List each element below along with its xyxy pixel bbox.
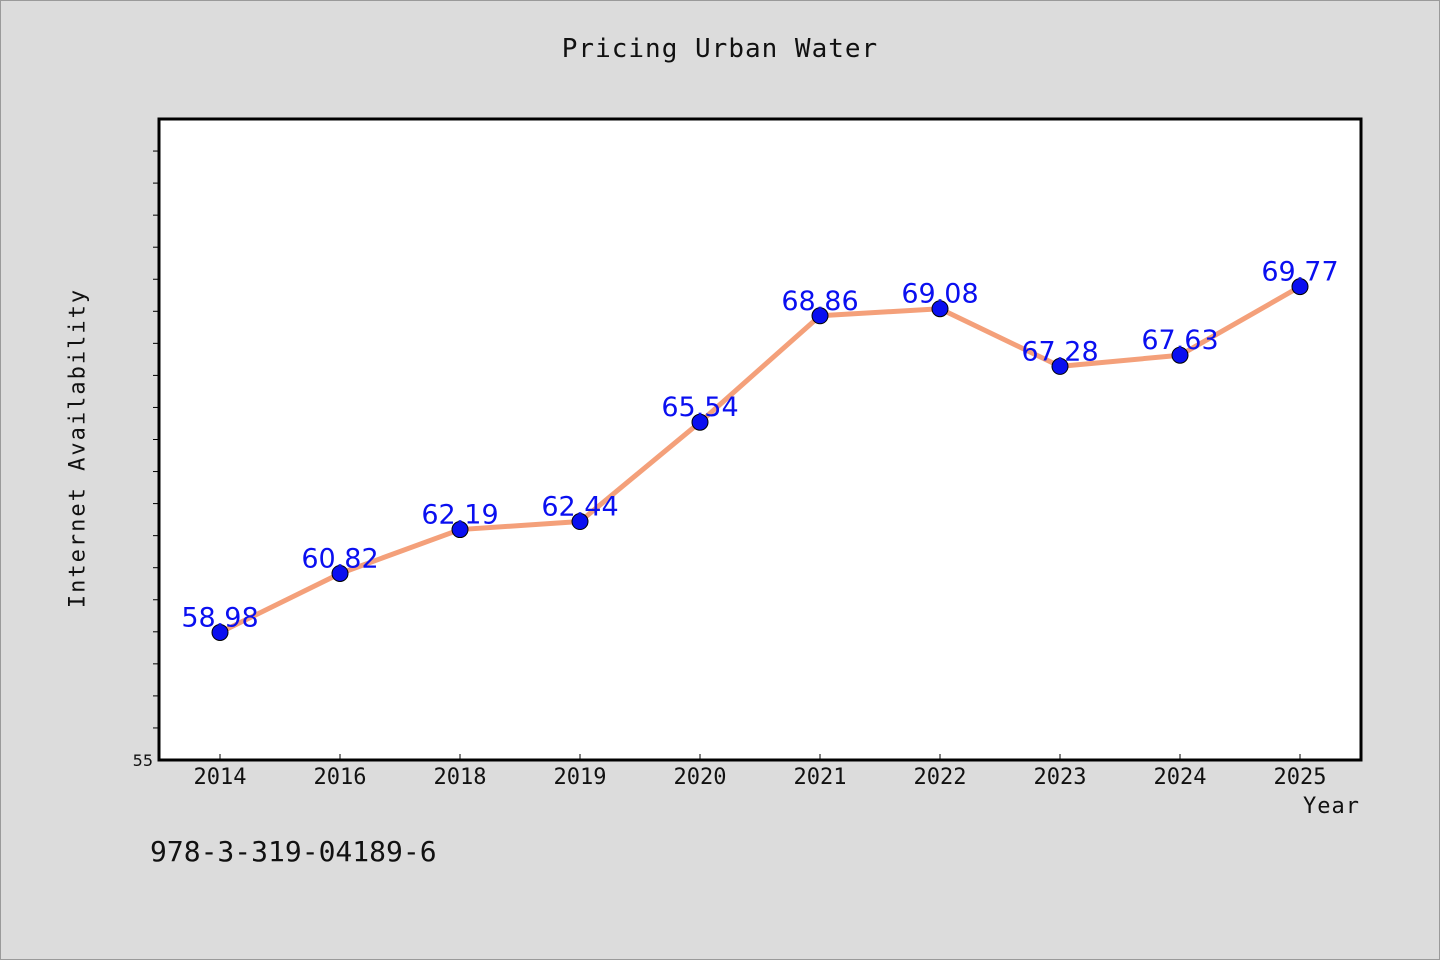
data-point	[811, 307, 829, 325]
x-tick-label: 2019	[554, 765, 607, 790]
x-tick-label: 2016	[314, 765, 367, 790]
data-label: 67.63	[1141, 325, 1218, 356]
data-label: 58.98	[181, 602, 258, 633]
x-tick-label: 2020	[674, 765, 727, 790]
x-tick-label: 2023	[1034, 765, 1087, 790]
data-label: 62.44	[541, 492, 618, 523]
x-tick-label: 2024	[1154, 765, 1207, 790]
data-label: 60.82	[301, 543, 378, 574]
data-label: 69.77	[1261, 257, 1338, 288]
data-label: 62.19	[421, 500, 498, 531]
x-tick-label: 2022	[914, 765, 967, 790]
x-tick-label: 2018	[434, 765, 487, 790]
data-point	[451, 521, 469, 539]
isbn-annotation: 978-3-319-04189-6	[150, 835, 437, 868]
x-axis-label: Year	[1303, 794, 1360, 819]
data-label: 67.28	[1021, 336, 1098, 367]
data-point	[1051, 357, 1069, 375]
data-label: 69.08	[901, 279, 978, 310]
plot-area	[157, 117, 1363, 762]
x-tick-label: 2014	[194, 765, 247, 790]
data-label: 68.86	[781, 286, 858, 317]
data-label: 65.54	[661, 392, 738, 423]
data-point	[211, 623, 229, 641]
data-point	[571, 513, 589, 531]
data-point	[1171, 346, 1189, 364]
data-point	[691, 413, 709, 431]
x-tick-label: 2025	[1274, 765, 1327, 790]
data-point	[1291, 278, 1309, 296]
data-point	[931, 300, 949, 318]
data-point	[331, 564, 349, 582]
chart-title: Pricing Urban Water	[561, 34, 879, 64]
series-line	[217, 284, 1303, 635]
x-tick-label: 2021	[794, 765, 847, 790]
y-tick-label: 55	[133, 751, 153, 770]
